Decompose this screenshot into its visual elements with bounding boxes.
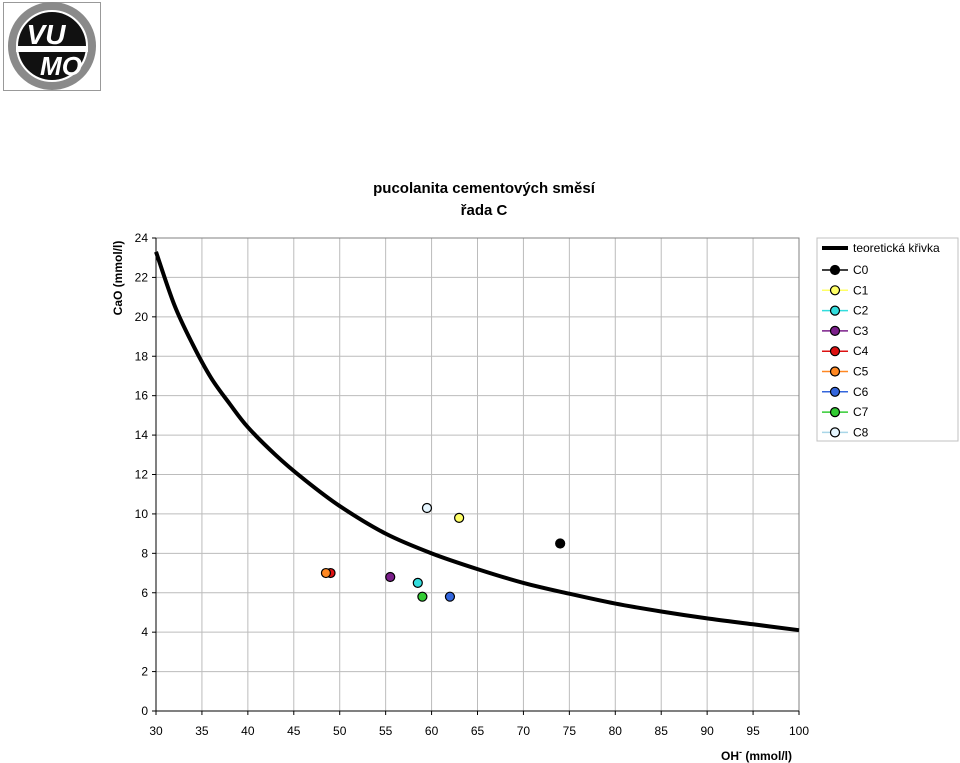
- y-tick-label: 18: [135, 349, 149, 363]
- x-tick-label: 70: [517, 724, 531, 738]
- plot-gridlines: [155, 237, 800, 712]
- y-tick-label: 10: [135, 507, 149, 521]
- point-c8: [421, 502, 433, 514]
- x-tick-label: 85: [655, 724, 669, 738]
- y-tick-label: 16: [135, 389, 149, 403]
- logo-text-vu: VU: [27, 19, 67, 50]
- x-tick-label: 95: [746, 724, 760, 738]
- legend-marker-c2: [829, 305, 841, 316]
- legend-label-c6: C6: [853, 385, 869, 399]
- x-tick-labels: 30 35 40 45 50 55 60 65 70 75 80 85 90 95 100: [149, 711, 809, 738]
- legend: teoretická křivka C0 C1 C2 C3 C4 C5 C6 C7 C8: [816, 237, 959, 442]
- point-c3: [385, 571, 396, 583]
- point-c7: [417, 591, 428, 602]
- legend-marker-c3: [829, 325, 841, 336]
- point-c6: [444, 591, 456, 602]
- legend-marker-c7: [829, 407, 841, 418]
- y-tick-label: 14: [135, 428, 149, 442]
- chart-title: pucolanita cementových směsí: [373, 180, 596, 197]
- legend-label-c1: C1: [853, 283, 869, 297]
- x-tick-label: 50: [333, 724, 347, 738]
- y-tick-label: 4: [141, 625, 148, 639]
- y-tick-label: 2: [141, 665, 148, 679]
- legend-marker-c1: [829, 285, 841, 296]
- x-tick-label: 100: [789, 724, 809, 738]
- chart-subtitle: řada C: [461, 202, 508, 219]
- y-tick-label: 6: [141, 586, 148, 600]
- y-axis-label: CaO (mmol/l): [111, 241, 125, 316]
- logo-text-mo: MO: [40, 51, 82, 81]
- legend-marker-c4: [829, 346, 841, 357]
- y-tick-label: 0: [141, 704, 148, 718]
- legend-marker-c6: [829, 386, 841, 397]
- x-tick-label: 45: [287, 724, 301, 738]
- legend-label-c4: C4: [853, 344, 869, 358]
- x-tick-label: 90: [700, 724, 714, 738]
- x-axis-label-unit: (mmol/l): [745, 749, 792, 763]
- point-c5: [320, 567, 332, 579]
- x-tick-label: 55: [379, 724, 393, 738]
- legend-marker-c0: [829, 264, 841, 276]
- point-c0: [555, 538, 566, 549]
- y-tick-label: 8: [141, 546, 148, 560]
- vumo-logo: VU MO: [3, 2, 101, 91]
- x-tick-label: 75: [563, 724, 577, 738]
- x-tick-label: 60: [425, 724, 439, 738]
- theoretical-curve: [154, 251, 800, 633]
- legend-label-c3: C3: [853, 324, 869, 338]
- data-points: [320, 502, 566, 602]
- y-tick-label: 12: [135, 468, 149, 482]
- x-axis-label: OH- (mmol/l): [721, 747, 792, 763]
- legend-label-c5: C5: [853, 365, 869, 379]
- legend-label-curve: teoretická křivka: [853, 241, 940, 255]
- legend-box: [816, 237, 959, 442]
- y-tick-label: 24: [135, 231, 149, 245]
- legend-label-c0: C0: [853, 263, 869, 277]
- x-tick-label: 40: [241, 724, 255, 738]
- point-c2: [412, 577, 423, 588]
- x-tick-label: 30: [149, 724, 163, 738]
- legend-label-c8: C8: [853, 425, 869, 439]
- x-tick-label: 35: [195, 724, 209, 738]
- legend-marker-c5: [829, 366, 841, 377]
- x-axis-label-main: OH: [721, 749, 739, 763]
- legend-label-c2: C2: [853, 304, 869, 318]
- x-tick-label: 80: [609, 724, 623, 738]
- legend-marker-c8: [829, 427, 841, 438]
- y-tick-label: 20: [135, 310, 149, 324]
- y-tick-label: 22: [135, 270, 149, 284]
- x-axis-label-sup: -: [739, 747, 742, 757]
- legend-label-c7: C7: [853, 405, 869, 419]
- point-c1: [454, 512, 465, 523]
- x-tick-label: 65: [471, 724, 485, 738]
